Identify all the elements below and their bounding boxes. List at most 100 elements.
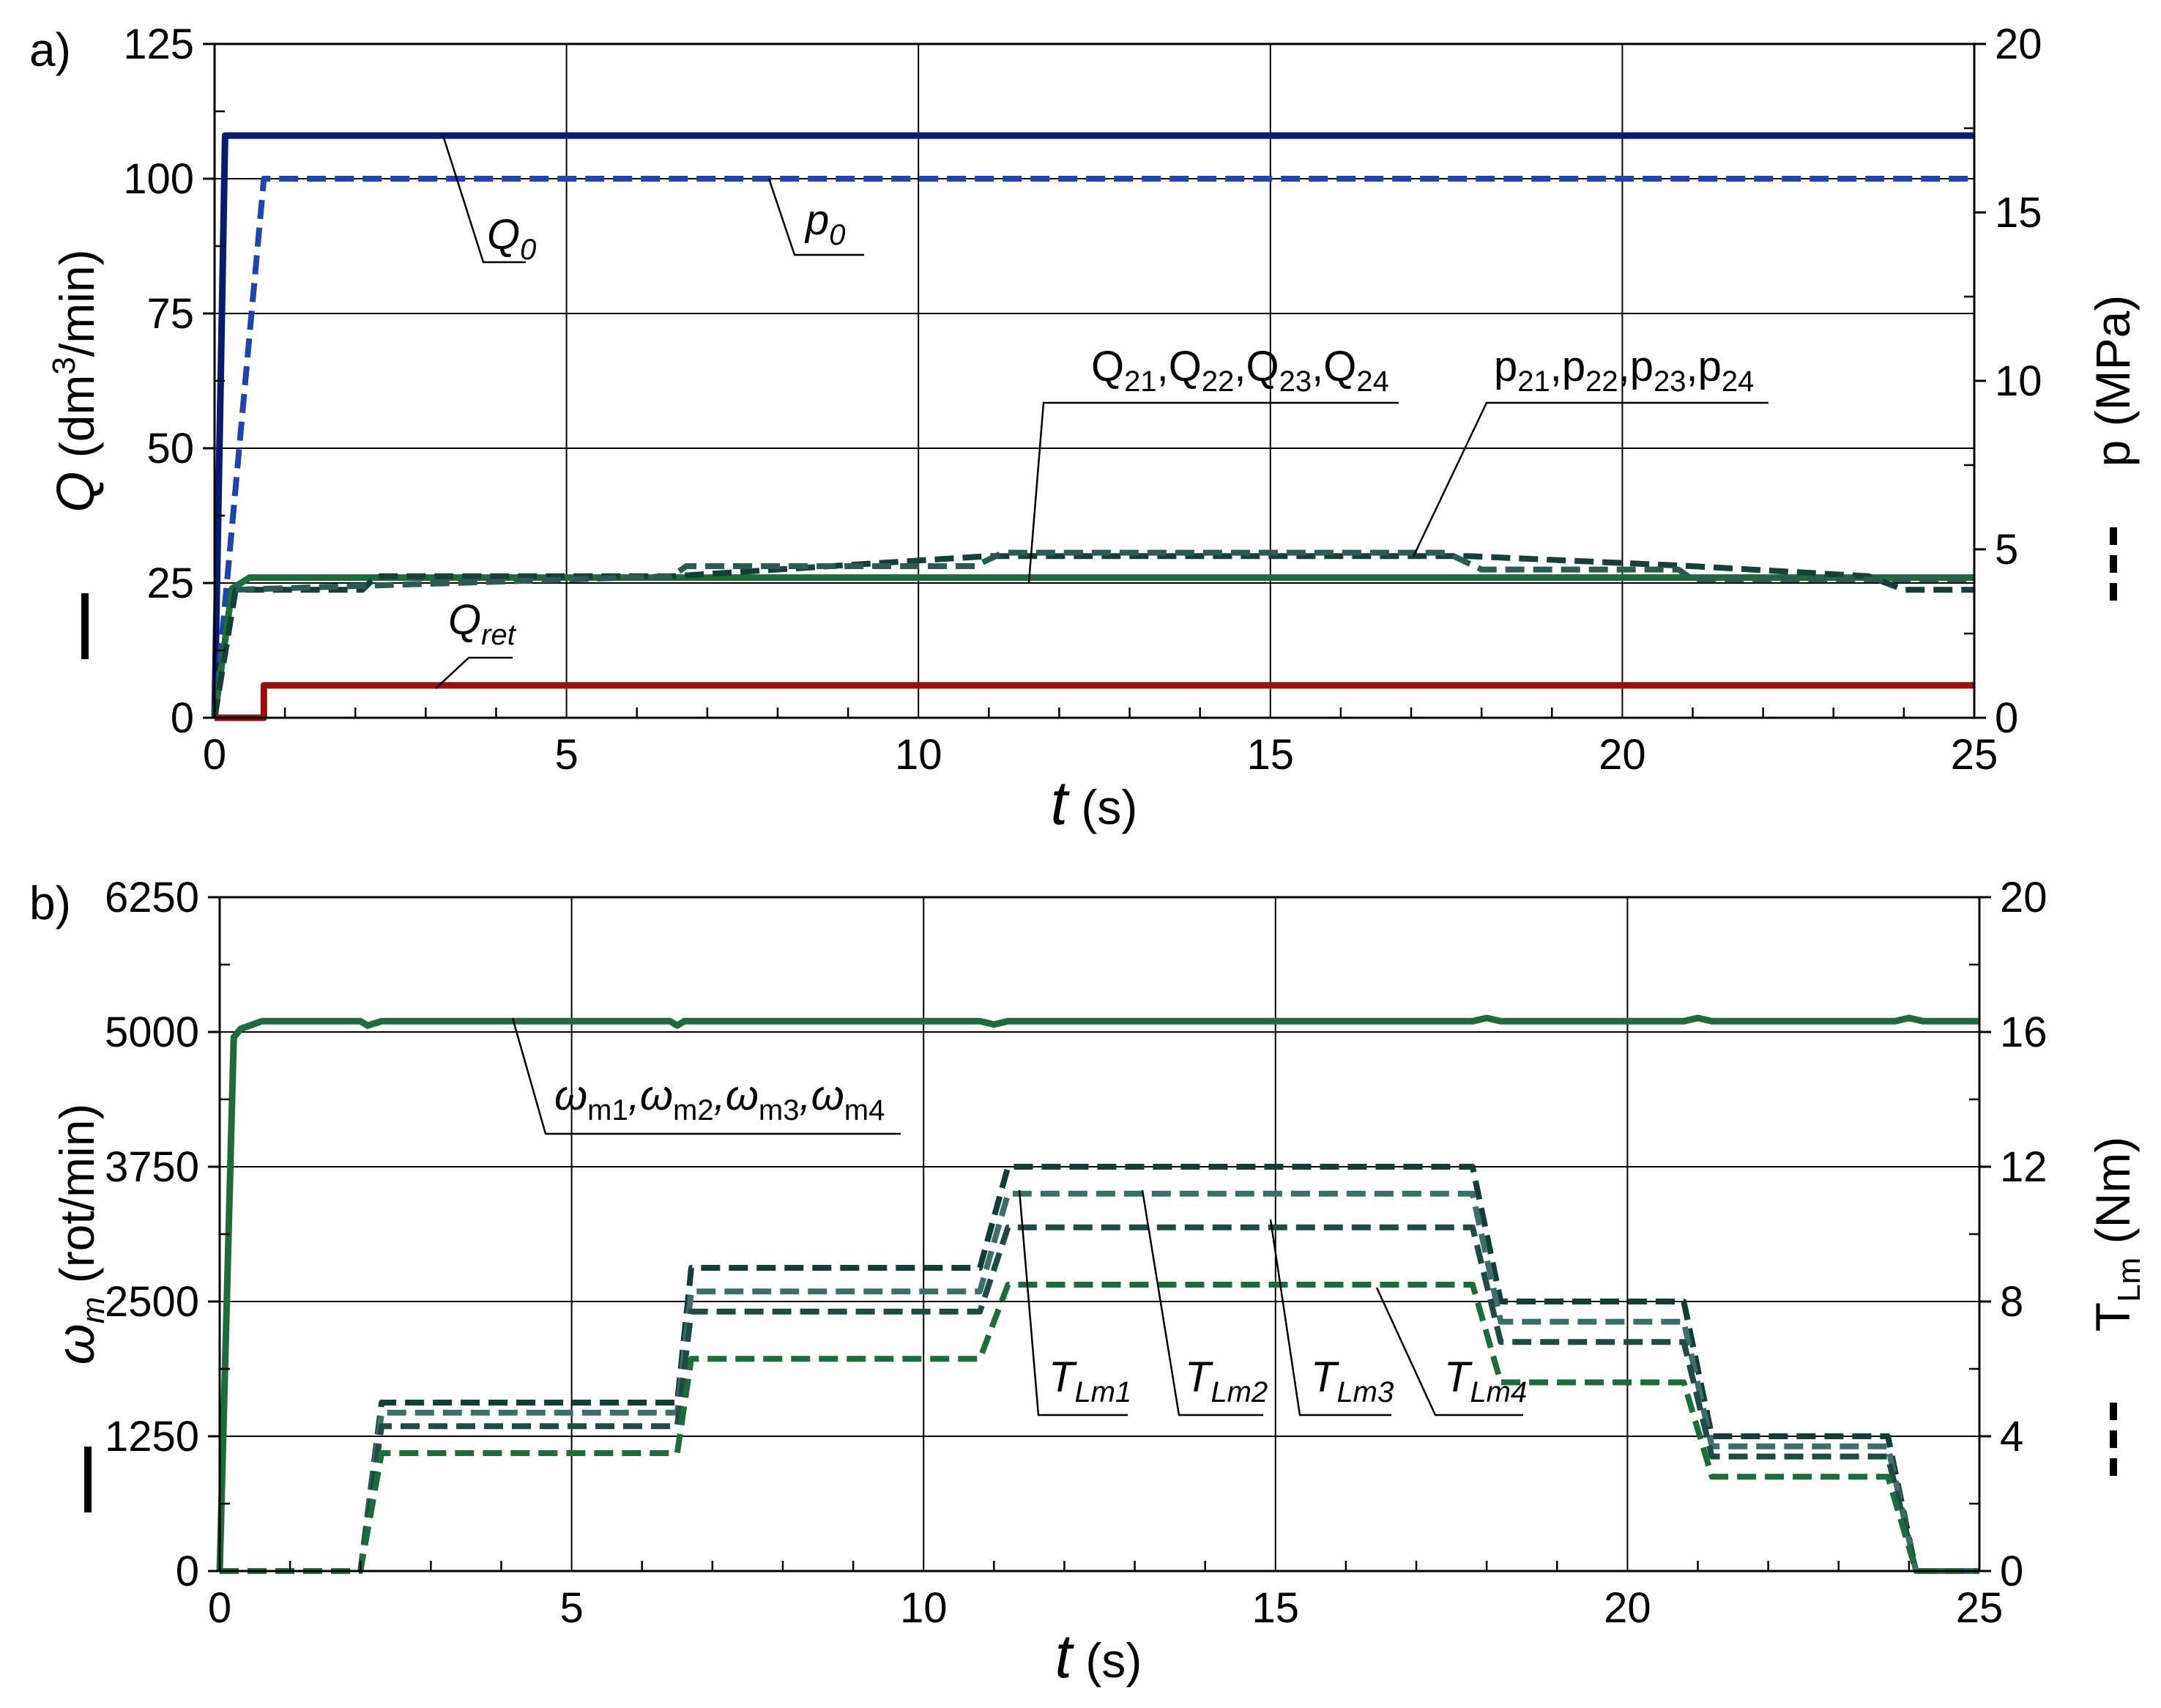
annotation-tlm3-base: T [1311, 1354, 1339, 1401]
y-right-tick-label: 15 [1995, 189, 2042, 237]
annotation-tlm4-base: T [1444, 1354, 1473, 1401]
y-axis-label-right-b: TLm (Nm) [2086, 1137, 2147, 1476]
y-axis-label-left-b: ωm (rot/min) [47, 1104, 111, 1512]
x-tick-label: 10 [895, 731, 942, 779]
y-right-tick-label: 0 [2000, 1548, 2023, 1595]
series-line--m [216, 1014, 1979, 1572]
y-left-tick-label: 0 [171, 694, 194, 742]
annotation-p-group-label: p21,p22,p23,p24 [1494, 343, 1754, 398]
plot-frame-b [218, 896, 1981, 1573]
annotation-p0-base: p [804, 196, 829, 244]
annotation-tlm1: TLm1 [1018, 1189, 1131, 1416]
y-left-tick-label: 25 [146, 560, 194, 607]
annotation-tlm1-sub: Lm1 [1074, 1376, 1131, 1408]
svg-text:TLm2: TLm2 [1185, 1354, 1268, 1408]
y-right-tick-label: 4 [2000, 1413, 2023, 1460]
x-tick-label: 20 [1599, 731, 1646, 779]
x-symbol-a: t [1051, 768, 1071, 837]
annotation-qret-sub: ret [481, 619, 517, 651]
panel-label-a: a) [29, 23, 71, 76]
series-line-p21-p24-b [235, 549, 1974, 593]
series-line-p0 [212, 176, 1974, 719]
svg-text:ωm (rot/min): ωm (rot/min) [47, 1104, 111, 1365]
panel-b: b) 0 5 10 15 20 25012502500375050006250048121… [29, 874, 2147, 1690]
y-axis-label-right-a: p (MPa) [2086, 295, 2140, 601]
svg-text:TLm1: TLm1 [1049, 1354, 1131, 1408]
x-tick-label: 15 [1252, 1584, 1300, 1632]
y-right-base-b: T [2086, 1302, 2140, 1332]
y-text-a: (dm [50, 375, 104, 472]
annotation-tlm2: TLm2 [1141, 1189, 1268, 1416]
annotation-p0-sub: 0 [829, 219, 845, 251]
y-left-tick-label: 0 [176, 1548, 199, 1595]
annotation-omega-label: ωm1,ωm2,ωm3,ωm4 [554, 1072, 885, 1126]
svg-text:TLm4: TLm4 [1444, 1354, 1527, 1408]
y-left-tick-label: 75 [146, 290, 194, 338]
y-left-tick-label: 3750 [105, 1143, 199, 1191]
panel-label-b: b) [29, 877, 71, 929]
svg-text:TLm3: TLm3 [1311, 1354, 1394, 1408]
series-line-q0 [211, 132, 1974, 719]
annotation-q21-q24: Q21,Q22,Q23,Q24 [1027, 343, 1399, 583]
y-right-sub-b: Lm [2111, 1258, 2147, 1302]
x-tick-label: 0 [208, 1584, 231, 1632]
svg-text:p0: p0 [804, 196, 846, 251]
x-tick-label: 5 [554, 731, 578, 779]
annotation-q0-sub: 0 [520, 234, 536, 266]
annotation-tlm4-sub: Lm4 [1470, 1376, 1527, 1408]
series-line-qret [215, 682, 1974, 721]
y-symbol-b: ω [47, 1323, 105, 1364]
annotation-tlm3-sub: Lm3 [1336, 1376, 1394, 1408]
y-right-tick-label: 10 [1995, 357, 2042, 405]
annotation-p21-p24: p21,p22,p23,p24 [1412, 343, 1768, 557]
x-tick-label: 5 [559, 1584, 583, 1632]
grid-b [219, 896, 1980, 1572]
y-symbol-a: Q [47, 472, 105, 513]
annotation-qret-base: Q [448, 596, 481, 644]
x-tick-label: 25 [1956, 1584, 2004, 1632]
y-right-tick-label: 12 [2000, 1143, 2047, 1191]
svg-text:Qret: Qret [448, 596, 517, 651]
x-unit-b: (s) [1072, 1633, 1142, 1687]
annotation-tlm3: TLm3 [1269, 1219, 1394, 1416]
x-tick-label: 15 [1247, 731, 1295, 779]
annotation-q-group-label: Q21,Q22,Q23,Q24 [1091, 343, 1389, 398]
y-left-tick-label: 2500 [105, 1278, 199, 1326]
annotation-q0: Q0 [442, 135, 536, 266]
series-line-tlm4 [220, 1282, 1979, 1574]
y-right-tick-label: 5 [1995, 526, 2018, 573]
y-sub-b: m [75, 1297, 111, 1324]
y-right-text-a: p (MPa) [2086, 295, 2140, 467]
y-left-tick-label: 1250 [105, 1413, 199, 1460]
y-left-tick-label: 50 [146, 425, 194, 472]
x-axis-label-b: t (s) [1055, 1622, 1142, 1690]
series-line-tlm2 [220, 1190, 1979, 1574]
series-line-tlm1 [220, 1164, 1979, 1574]
annotation-p0: p0 [767, 178, 864, 256]
annotation-qret: Qret [435, 596, 517, 689]
y-left-tick-label: 125 [123, 21, 194, 68]
x-symbol-b: t [1055, 1622, 1075, 1690]
annotation-omega: ωm1,ωm2,ωm3,ωm4 [511, 1017, 901, 1135]
x-tick-label: 25 [1951, 731, 1998, 779]
y-right-tick-label: 16 [2000, 1009, 2047, 1056]
y-right-tick-label: 0 [1995, 694, 2018, 742]
annotation-tlm1-base: T [1049, 1354, 1077, 1401]
series-line-tlm3 [220, 1224, 1979, 1574]
y-right-tick-label: 20 [1995, 21, 2042, 68]
annotation-tlm4: TLm4 [1375, 1287, 1527, 1416]
svg-text:Q0: Q0 [487, 211, 536, 266]
y-text-b: (rot/min) [50, 1104, 104, 1297]
svg-text:Q (dm3/min): Q (dm3/min) [46, 249, 105, 512]
y-left-tick-label: 5000 [105, 1009, 199, 1056]
y-right-text-b: (Nm) [2086, 1137, 2140, 1258]
x-unit-a: (s) [1068, 780, 1137, 834]
x-tick-label: 10 [900, 1584, 948, 1632]
y-axis-label-left-a: Q (dm3/min) [46, 249, 105, 659]
x-tick-label: 20 [1604, 1584, 1651, 1632]
annotation-q0-base: Q [487, 211, 520, 259]
annotation-tlm2-sub: Lm2 [1210, 1376, 1268, 1408]
